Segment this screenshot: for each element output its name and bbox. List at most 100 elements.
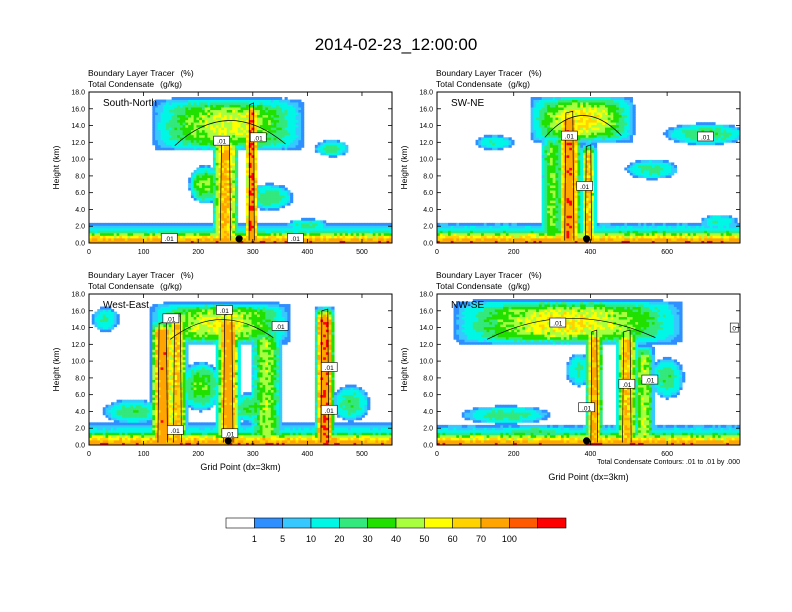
y-tick-label: 18.0 bbox=[71, 90, 85, 97]
contour-label: 0 bbox=[732, 326, 736, 333]
colorbar-label: 20 bbox=[334, 534, 344, 544]
y-tick-label: 6.0 bbox=[75, 392, 85, 399]
contour-label-box bbox=[162, 313, 180, 324]
contour-field-units: (g/kg) bbox=[508, 281, 530, 291]
x-tick-label: 200 bbox=[192, 451, 204, 458]
x-axis-label: Grid Point (dx=3km) bbox=[200, 462, 280, 472]
x-tick-label: 500 bbox=[356, 451, 368, 458]
figure-title: 2014-02-23_12:00:00 bbox=[315, 35, 478, 54]
y-tick-label: 6.0 bbox=[423, 392, 433, 399]
colorbar-label: 1 bbox=[252, 534, 257, 544]
contour-label-box bbox=[618, 378, 636, 389]
contour-label-box bbox=[641, 374, 659, 385]
contour-label-box bbox=[320, 404, 338, 415]
x-tick-label: 400 bbox=[585, 249, 597, 256]
panel-0: .01 .01 .01 .01 0.0 2.0 4.0 6.0 8.0 10.0 12.0 14.0 1… bbox=[51, 68, 393, 256]
x-tick-label: 100 bbox=[138, 451, 150, 458]
fill-field-units: (%) bbox=[528, 270, 541, 280]
contour-field-units: (g/kg) bbox=[160, 281, 182, 291]
y-tick-label: 10.0 bbox=[419, 157, 433, 164]
y-tick-label: 12.0 bbox=[71, 342, 85, 349]
y-tick-label: 4.0 bbox=[423, 409, 433, 416]
y-tick-label: 4.0 bbox=[75, 207, 85, 214]
contour-label: .01 bbox=[565, 134, 574, 141]
contour-label-box bbox=[249, 132, 267, 143]
y-tick-label: 8.0 bbox=[75, 375, 85, 382]
plot-frame bbox=[436, 91, 741, 244]
contour-label: .01 bbox=[325, 365, 334, 372]
colorbar-swatch bbox=[225, 517, 255, 529]
location-marker bbox=[582, 437, 591, 445]
x-tick-label: 500 bbox=[356, 249, 368, 256]
tracer-field bbox=[89, 301, 393, 446]
x-tick-label: 300 bbox=[247, 249, 259, 256]
contour-label-box bbox=[561, 130, 578, 141]
x-tick-label: 600 bbox=[661, 249, 673, 256]
colorbar-swatch bbox=[480, 517, 510, 529]
contour-label-box bbox=[320, 362, 338, 372]
contour-label: .01 bbox=[276, 324, 285, 331]
contour-label-box bbox=[697, 131, 714, 142]
location-marker bbox=[582, 235, 591, 243]
contour-label: .01 bbox=[254, 135, 263, 142]
y-tick-label: 16.0 bbox=[419, 308, 433, 315]
colorbar-swatch bbox=[310, 517, 340, 529]
colorbar-swatch bbox=[254, 517, 283, 529]
fill-field-label: Boundary Layer Tracer (%) bbox=[436, 68, 542, 78]
x-tick-label: 200 bbox=[508, 451, 520, 458]
y-tick-label: 6.0 bbox=[75, 190, 85, 197]
y-tick-label: 16.0 bbox=[71, 308, 85, 315]
x-tick-label: 400 bbox=[585, 451, 597, 458]
fill-field-units: (%) bbox=[180, 270, 193, 280]
y-tick-label: 4.0 bbox=[423, 207, 433, 214]
tracer-field bbox=[89, 97, 393, 244]
contour-field-label: Total Condensate (g/kg) bbox=[88, 79, 182, 89]
fill-field-label: Boundary Layer Tracer (%) bbox=[436, 270, 542, 280]
colorbar-swatch bbox=[282, 517, 312, 529]
contour-field-name: Total Condensate bbox=[436, 79, 502, 89]
colorbar-swatch bbox=[452, 517, 482, 529]
y-tick-label: 4.0 bbox=[75, 409, 85, 416]
x-tick-label: 0 bbox=[87, 451, 91, 458]
contour-label: .01 bbox=[225, 431, 234, 438]
colorbar-label: 5 bbox=[280, 534, 285, 544]
fill-field-units: (%) bbox=[528, 68, 541, 78]
x-axis-label: Grid Point (dx=3km) bbox=[548, 472, 628, 482]
plot-frame bbox=[88, 91, 393, 244]
contour-label-box bbox=[271, 321, 289, 331]
y-tick-label: 2.0 bbox=[75, 426, 85, 433]
y-tick-label: 12.0 bbox=[419, 342, 433, 349]
contour-label-box bbox=[287, 233, 304, 243]
panel-3: .01.01.01.0100.02.04.06.08.010.012.014.0… bbox=[399, 270, 741, 482]
y-tick-label: 18.0 bbox=[71, 292, 85, 299]
y-tick-label: 18.0 bbox=[419, 292, 433, 299]
location-marker bbox=[224, 437, 232, 445]
y-tick-label: 0.0 bbox=[423, 241, 433, 248]
y-tick-label: 8.0 bbox=[423, 173, 433, 180]
colorbar-label: 10 bbox=[306, 534, 316, 544]
x-tick-label: 100 bbox=[138, 249, 150, 256]
y-tick-label: 16.0 bbox=[419, 106, 433, 113]
y-tick-label: 2.0 bbox=[75, 224, 85, 231]
y-tick-label: 10.0 bbox=[419, 359, 433, 366]
colorbar: 1 5 10 20 30 40 50 60 70 100 bbox=[225, 517, 567, 544]
contour-label: .01 bbox=[645, 378, 654, 385]
contour-label: .01 bbox=[171, 428, 180, 435]
colorbar-label: 50 bbox=[419, 534, 429, 544]
contour-label-box bbox=[213, 135, 230, 146]
fill-field-label: Boundary Layer Tracer (%) bbox=[88, 68, 194, 78]
colorbar-label: 70 bbox=[476, 534, 486, 544]
panel-label: South-North bbox=[103, 98, 157, 109]
contour-label-box bbox=[166, 425, 184, 435]
contour-label: .01 bbox=[220, 308, 229, 315]
contour-label: .01 bbox=[553, 321, 562, 328]
contour-label-box bbox=[576, 181, 593, 191]
x-tick-label: 0 bbox=[435, 451, 439, 458]
y-tick-label: 2.0 bbox=[423, 426, 433, 433]
fill-field-label: Boundary Layer Tracer (%) bbox=[88, 270, 194, 280]
y-tick-label: 8.0 bbox=[75, 173, 85, 180]
contour-field-units: (g/kg) bbox=[160, 79, 182, 89]
y-tick-label: 18.0 bbox=[419, 90, 433, 97]
colorbar-swatch bbox=[537, 517, 567, 529]
plot-frame bbox=[436, 293, 741, 446]
